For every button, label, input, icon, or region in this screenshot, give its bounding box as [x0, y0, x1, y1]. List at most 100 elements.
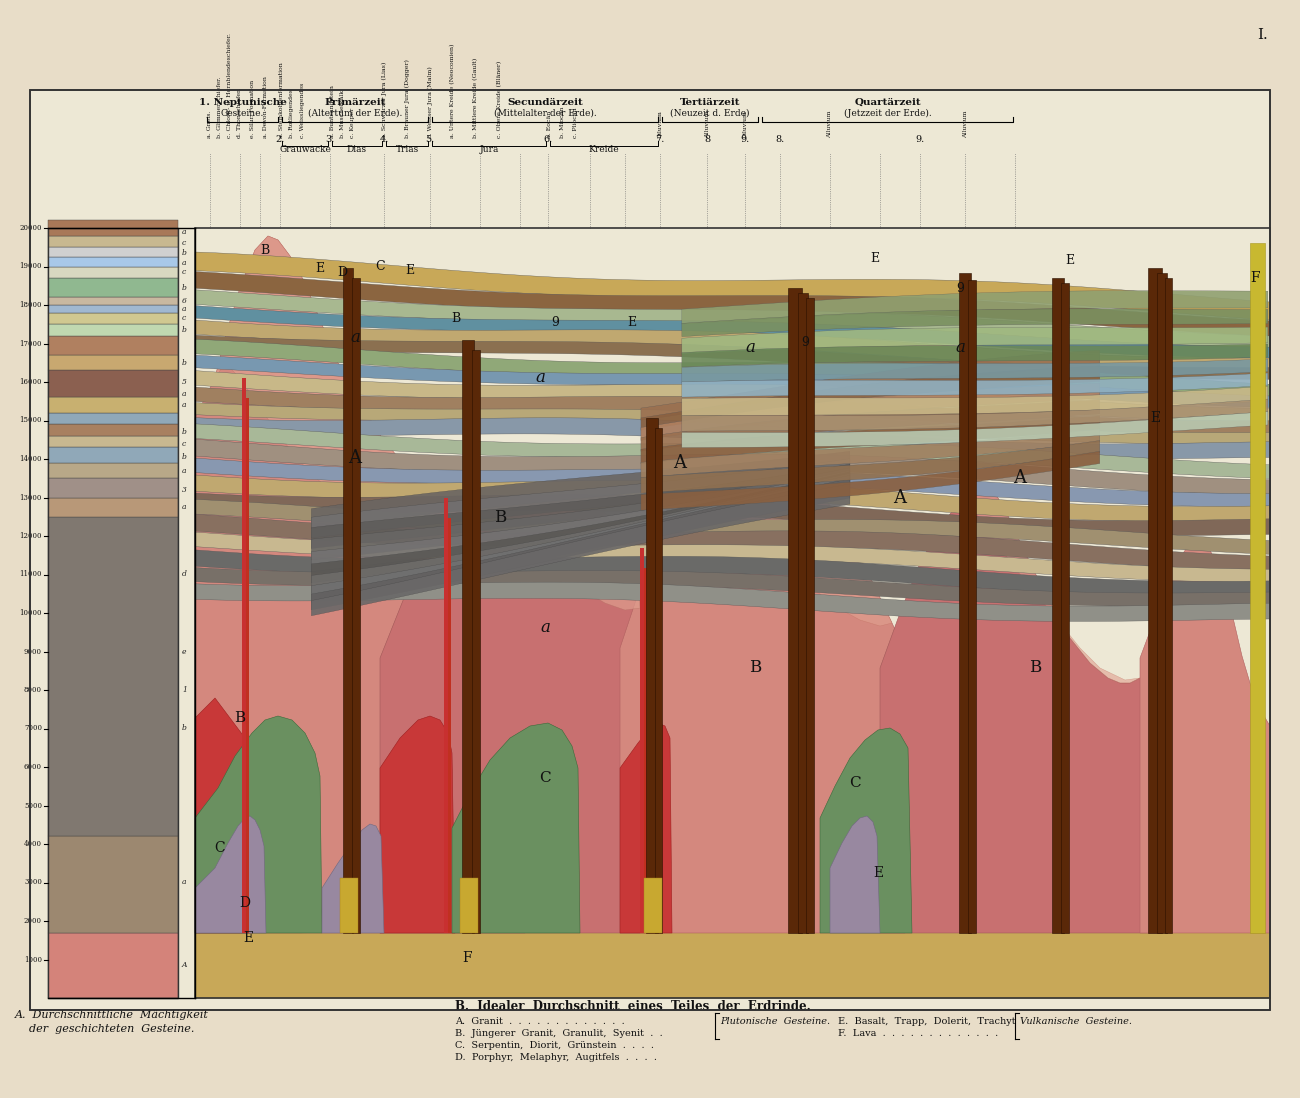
Polygon shape: [682, 412, 1268, 448]
Polygon shape: [682, 399, 1268, 432]
Bar: [1157, 273, 1167, 933]
Polygon shape: [195, 424, 1270, 479]
Text: a. Schwarzer Jura (Lias): a. Schwarzer Jura (Lias): [382, 61, 387, 138]
Text: a. Steinkohlenformation: a. Steinkohlenformation: [280, 63, 283, 138]
Text: 12000: 12000: [20, 533, 42, 540]
Polygon shape: [195, 355, 1270, 407]
Text: Kreide: Kreide: [589, 145, 619, 154]
Polygon shape: [829, 816, 880, 933]
Text: E: E: [316, 261, 325, 274]
Text: 1. Neptunische: 1. Neptunische: [199, 98, 286, 107]
Text: 6000: 6000: [23, 763, 42, 771]
Bar: [195, 228, 1270, 998]
Text: 9: 9: [801, 336, 809, 349]
Text: c: c: [182, 314, 186, 323]
Text: c. Weisser Jura (Malm): c. Weisser Jura (Malm): [428, 66, 433, 138]
Text: (Altertum der Erde).: (Altertum der Erde).: [308, 109, 402, 117]
Text: b: b: [182, 283, 187, 292]
Text: C: C: [214, 841, 225, 855]
Text: F: F: [463, 951, 472, 965]
Text: c. Keuper: c. Keuper: [350, 108, 355, 138]
Polygon shape: [682, 344, 1268, 367]
Text: Vulkanische  Gesteine.: Vulkanische Gesteine.: [1020, 1017, 1132, 1026]
Text: 3: 3: [182, 485, 187, 494]
Text: 8000: 8000: [23, 686, 42, 694]
Bar: [1061, 283, 1069, 933]
Bar: [48, 837, 178, 932]
Polygon shape: [641, 416, 1100, 463]
Text: B.  Idealer  Durchschnitt  eines  Teiles  der  Erdrinde.: B. Idealer Durchschnitt eines Teiles der…: [455, 1000, 811, 1013]
Text: A: A: [893, 489, 906, 507]
Text: b: b: [182, 725, 187, 732]
Text: a. Gneis.: a. Gneis.: [207, 111, 212, 138]
Text: A.  Granit  .  .  .  .  .  .  .  .  .  .  .  .  .: A. Granit . . . . . . . . . . . . .: [455, 1017, 625, 1026]
Bar: [195, 228, 1270, 998]
Text: Trias: Trias: [395, 145, 419, 154]
Text: 1000: 1000: [23, 955, 42, 964]
Text: a: a: [182, 401, 186, 410]
Polygon shape: [195, 271, 1270, 336]
Polygon shape: [195, 305, 1270, 359]
Bar: [460, 878, 478, 933]
Text: 5: 5: [182, 378, 187, 386]
Text: C: C: [376, 259, 385, 272]
Bar: [1165, 278, 1173, 933]
Text: a: a: [182, 503, 186, 512]
Text: a: a: [182, 228, 186, 236]
Text: c. Chlorit- u. Hornblendeschiefer.: c. Chlorit- u. Hornblendeschiefer.: [227, 33, 231, 138]
Text: (Neuzeit d. Erde): (Neuzeit d. Erde): [671, 109, 750, 117]
Text: A: A: [182, 961, 187, 970]
Text: a: a: [182, 878, 186, 886]
Polygon shape: [195, 458, 1270, 507]
Polygon shape: [641, 400, 1100, 451]
Bar: [646, 418, 658, 933]
Text: 9000: 9000: [23, 648, 42, 656]
Text: 5.: 5.: [425, 135, 434, 144]
Bar: [48, 479, 178, 497]
Polygon shape: [322, 824, 383, 933]
Polygon shape: [195, 568, 1270, 606]
Text: b. Brauner Jura (Dogger): b. Brauner Jura (Dogger): [404, 59, 410, 138]
Text: 10000: 10000: [20, 609, 42, 617]
Text: a: a: [182, 390, 186, 397]
Polygon shape: [620, 437, 905, 933]
Text: D: D: [337, 267, 347, 280]
Text: E: E: [872, 866, 883, 879]
Text: b. Muschelkalk: b. Muschelkalk: [341, 90, 344, 138]
Text: b: b: [182, 249, 187, 257]
Text: Secundärzeit: Secundärzeit: [507, 98, 582, 107]
Text: c. Weissliegendes: c. Weissliegendes: [300, 82, 306, 138]
Bar: [343, 268, 354, 933]
Polygon shape: [195, 914, 1270, 998]
Bar: [48, 424, 178, 436]
Text: B: B: [451, 312, 460, 325]
Polygon shape: [311, 451, 850, 529]
Text: E: E: [1150, 411, 1160, 425]
Polygon shape: [380, 466, 640, 933]
Bar: [1052, 278, 1063, 933]
Text: a: a: [182, 467, 186, 474]
Bar: [48, 436, 178, 448]
Text: b. Miocän: b. Miocän: [560, 107, 566, 138]
Polygon shape: [311, 470, 850, 572]
Text: 2.: 2.: [276, 135, 285, 144]
Polygon shape: [311, 473, 850, 593]
Bar: [30, 90, 1270, 1010]
Polygon shape: [641, 429, 1100, 478]
Polygon shape: [641, 350, 1100, 421]
Polygon shape: [641, 366, 1100, 430]
Text: 14000: 14000: [20, 455, 42, 463]
Bar: [788, 288, 802, 933]
Text: Tertiärzeit: Tertiärzeit: [680, 98, 740, 107]
Text: e: e: [182, 648, 186, 656]
Text: E.  Basalt,  Trapp,  Dolerit,  Trachyt: E. Basalt, Trapp, Dolerit, Trachyt: [838, 1017, 1015, 1026]
Polygon shape: [195, 339, 1270, 399]
Text: a: a: [536, 370, 545, 386]
Polygon shape: [195, 514, 1270, 571]
Text: Alluvium: Alluvium: [963, 111, 968, 138]
Text: C.  Serpentin,  Diorit,  Grünstein  .  .  .  .: C. Serpentin, Diorit, Grünstein . . . .: [455, 1041, 654, 1050]
Text: Diluvium: Diluvium: [744, 110, 747, 138]
Text: B: B: [234, 712, 246, 725]
Polygon shape: [682, 291, 1268, 324]
Text: a. Untere Kreide (Neocomien): a. Untere Kreide (Neocomien): [450, 44, 455, 138]
